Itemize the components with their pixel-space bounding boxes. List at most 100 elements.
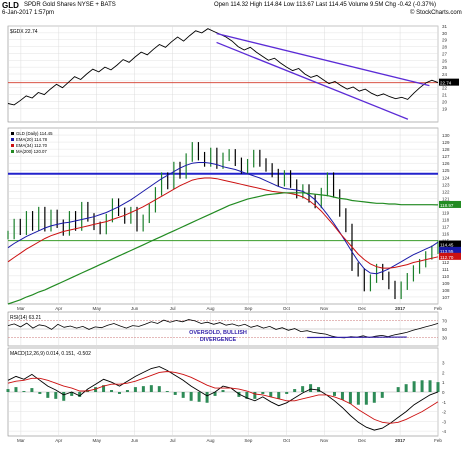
macd-signal-line bbox=[7, 371, 439, 424]
price-tick-label: 111 bbox=[442, 267, 449, 272]
price-legend-entry: MA(200) 120.07 bbox=[16, 149, 47, 154]
price-tick-label: 123 bbox=[442, 182, 450, 187]
price-legend-swatch bbox=[11, 150, 14, 153]
price-x-tick-label: Dec bbox=[358, 306, 367, 311]
price-legend-swatch bbox=[11, 138, 14, 141]
macd-tick-label: 2 bbox=[442, 370, 445, 375]
price-legend-entry: EMA(20) 114.78 bbox=[16, 137, 48, 142]
price-legend-entry: GLD (Daily) 114.45 bbox=[16, 131, 53, 136]
price-tick-label: 112 bbox=[442, 260, 450, 265]
price-tick-label: 130 bbox=[442, 133, 450, 138]
macd-x-tick-label: Nov bbox=[320, 438, 329, 443]
ema34-series-line bbox=[7, 177, 439, 269]
macd-x-tick-label: Apr bbox=[55, 438, 63, 443]
price-tick-label: 124 bbox=[442, 175, 450, 180]
price-x-tick-label: Jul bbox=[170, 306, 176, 311]
price-tick-label: 116 bbox=[442, 232, 450, 237]
sdx-last-value-label: 22.74 bbox=[440, 81, 452, 86]
sdx-tick-label: 27 bbox=[442, 51, 448, 56]
sdx-tick-label: 26 bbox=[442, 58, 448, 63]
chart-stats: Open 114.32 High 114.84 Low 113.67 Last … bbox=[214, 2, 437, 8]
sdx-tick-label: 24 bbox=[442, 72, 448, 77]
sdx-legend: $GDX 22.74 bbox=[10, 29, 38, 35]
price-value-badge bbox=[439, 252, 461, 260]
price-legend-entry: EMA(34) 112.70 bbox=[16, 143, 48, 148]
price-x-tick-label: Sep bbox=[244, 306, 253, 311]
price-tick-label: 109 bbox=[442, 281, 450, 286]
price-tick-label: 126 bbox=[442, 161, 450, 166]
price-legend-swatch bbox=[11, 144, 14, 147]
macd-x-tick-label: Feb bbox=[434, 438, 442, 443]
price-x-tick-label: Oct bbox=[283, 306, 291, 311]
macd-x-tick-label: 2017 bbox=[395, 438, 406, 443]
price-tick-label: 107 bbox=[442, 295, 450, 300]
macd-x-tick-label: Mar bbox=[17, 438, 25, 443]
price-value-badge bbox=[439, 200, 461, 208]
price-tick-label: 118 bbox=[442, 218, 450, 223]
macd-x-tick-label: Oct bbox=[283, 438, 291, 443]
ema20-series-line bbox=[7, 162, 439, 275]
price-tick-label: 128 bbox=[442, 147, 450, 152]
chart-credit: © StockCharts.com bbox=[410, 10, 462, 16]
rsi-annotation-line2: DIVERGENCE bbox=[200, 337, 237, 343]
price-tick-label: 119 bbox=[442, 210, 450, 215]
macd-x-tick-label: Jun bbox=[131, 438, 139, 443]
price-tick-label: 125 bbox=[442, 168, 450, 173]
price-tick-label: 127 bbox=[442, 154, 450, 159]
price-x-tick-label: Mar bbox=[17, 306, 25, 311]
macd-tick-label: -1 bbox=[442, 400, 446, 405]
macd-x-tick-label: Dec bbox=[358, 438, 367, 443]
macd-x-tick-label: Sep bbox=[244, 438, 253, 443]
price-value-label: 113.55 bbox=[440, 249, 454, 254]
macd-x-tick-label: Aug bbox=[206, 438, 215, 443]
sdx-tick-label: 20 bbox=[442, 99, 448, 104]
macd-tick-label: 3 bbox=[442, 361, 445, 366]
macd-x-tick-label: Jul bbox=[170, 438, 176, 443]
price-x-tick-label: May bbox=[92, 306, 101, 311]
macd-tick-label: -3 bbox=[442, 419, 446, 424]
channel-upper-line bbox=[216, 32, 430, 87]
price-value-label: 118.97 bbox=[440, 203, 454, 208]
macd-tick-label: -4 bbox=[442, 429, 446, 434]
price-x-tick-label: Feb bbox=[434, 306, 442, 311]
price-value-badge bbox=[439, 240, 461, 248]
price-x-tick-label: 2017 bbox=[395, 306, 406, 311]
price-value-badge bbox=[439, 246, 461, 254]
chart-date: 6-Jan-2017 1:57pm bbox=[2, 10, 55, 16]
sdx-tick-label: 25 bbox=[442, 65, 448, 70]
macd-tick-label: 1 bbox=[442, 380, 445, 385]
price-tick-label: 122 bbox=[442, 189, 450, 194]
chart-name: SPDR Gold Shares NYSE + BATS bbox=[24, 2, 116, 8]
rsi-annotation-line1: OVERSOLD, BULLISH bbox=[189, 330, 247, 336]
chart-symbol: GLD bbox=[2, 1, 19, 10]
price-tick-label: 117 bbox=[442, 225, 450, 230]
price-x-tick-label: Jun bbox=[131, 306, 139, 311]
sdx-tick-label: 29 bbox=[442, 38, 448, 43]
macd-series-line bbox=[7, 366, 439, 431]
sdx-tick-label: 22 bbox=[442, 86, 448, 91]
price-legend-swatch bbox=[11, 132, 14, 135]
rsi-tick-label: 30 bbox=[442, 336, 448, 341]
macd-tick-label: 0 bbox=[442, 390, 445, 395]
price-tick-label: 129 bbox=[442, 140, 450, 145]
macd-tick-label: -2 bbox=[442, 410, 446, 415]
price-tick-label: 121 bbox=[442, 196, 450, 201]
price-x-tick-label: Nov bbox=[320, 306, 329, 311]
channel-lower-line bbox=[216, 41, 409, 120]
price-x-tick-label: Aug bbox=[206, 306, 215, 311]
ma200-series-line bbox=[7, 192, 439, 305]
macd-legend: MACD(12,26,9) 0.014, 0.151, -0.502 bbox=[10, 351, 91, 357]
sdx-tick-label: 21 bbox=[442, 93, 448, 98]
sdx-tick-label: 31 bbox=[442, 24, 448, 29]
sdx-tick-label: 28 bbox=[442, 45, 448, 50]
rsi-legend: RSI(14) 63.21 bbox=[10, 315, 41, 321]
sdx-last-value-badge bbox=[439, 78, 459, 86]
macd-x-tick-label: May bbox=[92, 438, 101, 443]
price-value-label: 114.45 bbox=[440, 243, 454, 248]
sdx-tick-label: 30 bbox=[442, 31, 448, 36]
price-tick-label: 108 bbox=[442, 288, 450, 293]
sdx-tick-label: 19 bbox=[442, 106, 448, 111]
price-tick-label: 110 bbox=[442, 274, 450, 279]
price-x-tick-label: Apr bbox=[55, 306, 63, 311]
